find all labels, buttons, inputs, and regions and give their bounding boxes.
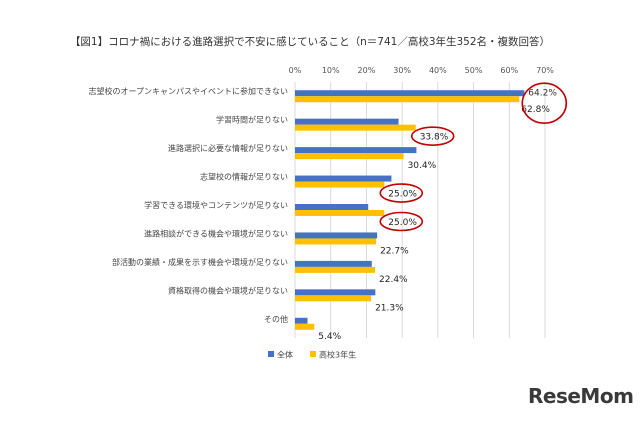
category-label: 進路相談ができる機会や環境が足りない <box>144 228 288 238</box>
bar <box>295 232 378 239</box>
bar <box>295 181 385 188</box>
data-label: 64.2% <box>528 89 557 99</box>
highlight-ellipse <box>410 126 455 146</box>
category-label: 学習できる環境やコンテンツが足りない <box>144 200 288 210</box>
bar <box>295 118 399 125</box>
data-label: 25.0% <box>388 190 417 200</box>
category-label: その他 <box>264 314 288 324</box>
data-label: 22.4% <box>379 275 408 285</box>
data-label: 25.0% <box>388 218 417 228</box>
x-tick-label: 0% <box>289 66 302 75</box>
logo-text: ReseMom <box>528 384 634 408</box>
category-label: 進路選択に必要な情報が足りない <box>168 143 288 153</box>
data-label: 33.8% <box>420 133 449 143</box>
x-tick-label: 50% <box>465 66 483 75</box>
bar <box>295 90 525 97</box>
bar <box>295 317 308 324</box>
bar <box>295 175 392 182</box>
category-label: 資格取得の機会や環境が足りない <box>168 285 288 295</box>
x-tick-label: 10% <box>322 66 340 75</box>
resemom-logo: ReseMom <box>528 384 634 408</box>
highlight-ellipse <box>379 183 424 203</box>
data-label: 30.4% <box>408 161 437 171</box>
bar <box>295 153 404 160</box>
bar <box>295 124 416 131</box>
bar <box>295 210 385 216</box>
bar <box>295 96 520 103</box>
x-tick-label: 20% <box>358 66 376 75</box>
legend-label: 高校3年生 <box>319 350 356 360</box>
data-label: 5.4% <box>318 332 341 342</box>
x-tick-label: 40% <box>429 66 447 75</box>
chart-title: 【図1】コロナ禍における進路選択で不安に感じていること（n＝741／高校3年生3… <box>70 35 550 48</box>
category-label: 学習時間が足りない <box>216 115 288 125</box>
x-tick-label: 70% <box>536 66 554 75</box>
bar <box>295 238 377 245</box>
bar <box>295 323 315 330</box>
bar <box>295 147 417 154</box>
bar <box>295 204 369 210</box>
bar <box>295 266 375 273</box>
highlight-ellipse <box>521 82 568 125</box>
category-label: 部活動の業績・成果を示す機会や環境が足りない <box>112 257 288 267</box>
data-label: 21.3% <box>375 303 404 313</box>
legend-swatch <box>310 351 316 357</box>
legend-swatch <box>268 351 274 357</box>
bar <box>295 295 372 302</box>
x-tick-label: 30% <box>393 66 411 75</box>
category-label: 志望校の情報が足りない <box>200 172 288 182</box>
x-tick-label: 60% <box>500 66 518 75</box>
category-label: 志望校のオープンキャンパスやイベントに参加できない <box>88 86 288 96</box>
data-label: 62.8% <box>521 105 550 115</box>
data-label: 22.7% <box>380 246 409 256</box>
legend-label: 全体 <box>277 350 293 360</box>
bar <box>295 260 372 267</box>
highlight-ellipse <box>379 211 424 232</box>
bar <box>295 289 376 296</box>
